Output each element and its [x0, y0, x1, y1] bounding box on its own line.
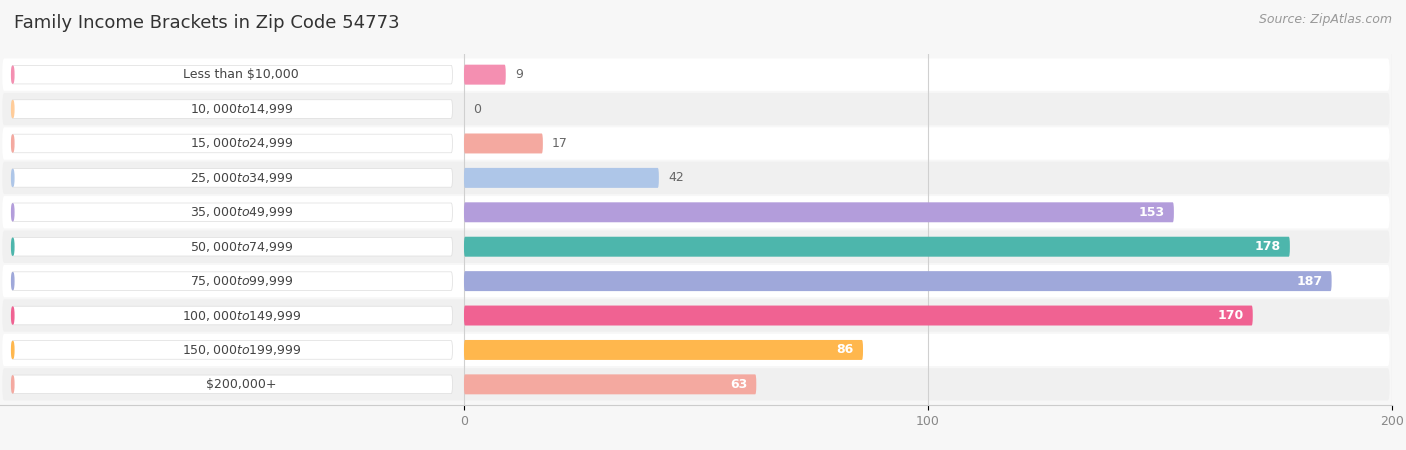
- FancyBboxPatch shape: [11, 100, 453, 118]
- FancyBboxPatch shape: [464, 237, 1289, 256]
- Circle shape: [11, 101, 14, 117]
- FancyBboxPatch shape: [11, 134, 453, 153]
- Circle shape: [11, 273, 14, 290]
- Text: 9: 9: [515, 68, 523, 81]
- FancyBboxPatch shape: [11, 272, 453, 290]
- FancyBboxPatch shape: [11, 65, 453, 84]
- Text: $200,000+: $200,000+: [207, 378, 277, 391]
- FancyBboxPatch shape: [11, 238, 453, 256]
- FancyBboxPatch shape: [464, 340, 863, 360]
- Text: 63: 63: [730, 378, 747, 391]
- Circle shape: [11, 135, 14, 152]
- FancyBboxPatch shape: [3, 299, 1389, 332]
- Text: 187: 187: [1296, 274, 1323, 288]
- FancyBboxPatch shape: [3, 127, 1389, 160]
- Text: $75,000 to $99,999: $75,000 to $99,999: [190, 274, 292, 288]
- Circle shape: [11, 376, 14, 393]
- Circle shape: [11, 307, 14, 324]
- Text: 42: 42: [668, 171, 683, 184]
- Circle shape: [11, 169, 14, 186]
- FancyBboxPatch shape: [3, 265, 1389, 297]
- FancyBboxPatch shape: [464, 271, 1331, 291]
- Text: $100,000 to $149,999: $100,000 to $149,999: [181, 309, 301, 323]
- Text: 178: 178: [1254, 240, 1281, 253]
- FancyBboxPatch shape: [11, 306, 453, 325]
- Circle shape: [11, 66, 14, 83]
- FancyBboxPatch shape: [464, 168, 659, 188]
- FancyBboxPatch shape: [464, 65, 506, 85]
- Text: $10,000 to $14,999: $10,000 to $14,999: [190, 102, 292, 116]
- FancyBboxPatch shape: [3, 196, 1389, 229]
- Text: 170: 170: [1218, 309, 1243, 322]
- FancyBboxPatch shape: [3, 93, 1389, 125]
- FancyBboxPatch shape: [464, 374, 756, 394]
- FancyBboxPatch shape: [3, 230, 1389, 263]
- Text: $50,000 to $74,999: $50,000 to $74,999: [190, 240, 292, 254]
- FancyBboxPatch shape: [11, 203, 453, 221]
- FancyBboxPatch shape: [464, 134, 543, 153]
- FancyBboxPatch shape: [11, 375, 453, 394]
- FancyBboxPatch shape: [464, 202, 1174, 222]
- FancyBboxPatch shape: [3, 58, 1389, 91]
- FancyBboxPatch shape: [11, 341, 453, 359]
- FancyBboxPatch shape: [3, 368, 1389, 400]
- Text: Less than $10,000: Less than $10,000: [183, 68, 299, 81]
- Text: 0: 0: [474, 103, 481, 116]
- FancyBboxPatch shape: [3, 334, 1389, 366]
- Circle shape: [11, 204, 14, 221]
- Text: 86: 86: [837, 343, 853, 356]
- Text: 17: 17: [553, 137, 568, 150]
- Text: $15,000 to $24,999: $15,000 to $24,999: [190, 136, 292, 150]
- Text: $25,000 to $34,999: $25,000 to $34,999: [190, 171, 292, 185]
- Circle shape: [11, 342, 14, 358]
- FancyBboxPatch shape: [3, 162, 1389, 194]
- FancyBboxPatch shape: [11, 169, 453, 187]
- Circle shape: [11, 238, 14, 255]
- Text: Family Income Brackets in Zip Code 54773: Family Income Brackets in Zip Code 54773: [14, 14, 399, 32]
- Text: $35,000 to $49,999: $35,000 to $49,999: [190, 205, 292, 219]
- Text: 153: 153: [1139, 206, 1164, 219]
- FancyBboxPatch shape: [464, 306, 1253, 325]
- Text: $150,000 to $199,999: $150,000 to $199,999: [181, 343, 301, 357]
- Text: Source: ZipAtlas.com: Source: ZipAtlas.com: [1258, 14, 1392, 27]
